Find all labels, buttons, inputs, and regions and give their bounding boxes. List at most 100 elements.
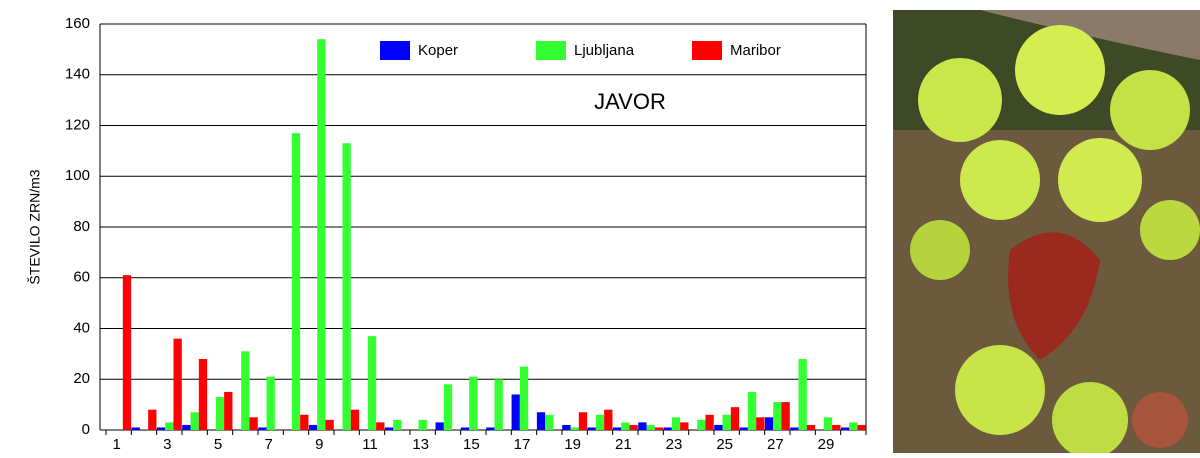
- bar: [764, 417, 774, 430]
- bar: [798, 358, 807, 430]
- legend-swatch: [692, 41, 722, 60]
- bar: [790, 427, 799, 430]
- bar: [460, 427, 470, 430]
- bar: [308, 424, 318, 430]
- x-tick-label: 25: [716, 436, 733, 453]
- bar: [638, 422, 647, 430]
- bar: [342, 143, 351, 430]
- photo-flower: [1052, 382, 1128, 458]
- bar: [511, 394, 520, 430]
- photo-flower: [910, 220, 970, 280]
- bar: [621, 422, 630, 430]
- bar: [604, 409, 613, 430]
- bar: [443, 384, 453, 430]
- bar: [291, 133, 301, 431]
- photo-bud: [1132, 392, 1188, 448]
- bar: [722, 414, 731, 430]
- x-tick-label: 17: [514, 436, 531, 453]
- y-tick-label: 100: [65, 167, 90, 184]
- bar: [714, 424, 723, 430]
- bar: [300, 414, 309, 430]
- bar: [832, 424, 841, 430]
- bar: [545, 414, 554, 430]
- photo-flower: [955, 345, 1045, 435]
- photo-branch: [980, 10, 1200, 60]
- y-tick-label: 80: [73, 218, 90, 235]
- bar: [182, 424, 191, 430]
- y-tick-label: 140: [65, 66, 90, 83]
- bar: [756, 417, 765, 430]
- bar: [156, 427, 166, 430]
- x-tick-label: 21: [615, 436, 632, 453]
- bar: [131, 427, 140, 430]
- bar: [781, 402, 790, 430]
- bar: [519, 366, 529, 430]
- legend-label: Koper: [418, 42, 458, 59]
- bar: [823, 417, 833, 430]
- bar: [249, 417, 258, 430]
- bar: [122, 275, 132, 430]
- bar: [376, 422, 385, 430]
- x-tick-label: 7: [264, 436, 272, 453]
- bar: [224, 391, 233, 430]
- bar: [367, 336, 377, 430]
- bar: [663, 427, 672, 430]
- bar: [595, 414, 605, 430]
- bar: [730, 407, 740, 430]
- bar: [317, 39, 326, 430]
- bar: [587, 427, 596, 430]
- bar: [469, 376, 478, 430]
- photo-flower: [1110, 70, 1190, 150]
- legend-swatch: [536, 41, 566, 60]
- y-tick-label: 60: [73, 269, 90, 286]
- x-tick-label: 1: [112, 436, 120, 453]
- photo-leaf: [1008, 232, 1100, 360]
- photo-flower: [1140, 200, 1200, 260]
- legend-swatch: [380, 41, 410, 60]
- bar: [215, 397, 225, 430]
- bar: [697, 419, 706, 430]
- bar: [840, 427, 850, 430]
- bar: [241, 351, 250, 430]
- bar: [393, 419, 402, 430]
- bar: [536, 412, 546, 430]
- photo-flower: [1058, 138, 1142, 222]
- bar: [806, 424, 816, 430]
- bar: [435, 422, 444, 430]
- bar: [705, 414, 714, 430]
- y-tick-label: 120: [65, 116, 90, 133]
- y-tick-label: 160: [65, 15, 90, 32]
- bar: [612, 427, 622, 430]
- photo-flower: [960, 140, 1040, 220]
- legend-label: Ljubljana: [574, 42, 635, 59]
- bar: [570, 427, 579, 430]
- bar: [857, 424, 866, 430]
- bar: [350, 409, 360, 430]
- x-tick-label: 13: [412, 436, 429, 453]
- bar: [739, 427, 748, 430]
- bar: [849, 422, 858, 430]
- x-tick-label: 19: [564, 436, 581, 453]
- bar: [562, 424, 571, 430]
- x-tick-label: 11: [362, 436, 378, 453]
- y-tick-label: 40: [73, 319, 90, 336]
- x-tick-label: 27: [767, 436, 784, 453]
- legend-label: Maribor: [730, 42, 781, 59]
- photo: [893, 10, 1200, 458]
- bar: [494, 379, 503, 430]
- bar: [486, 427, 495, 430]
- bar: [680, 422, 689, 430]
- x-tick-label: 23: [666, 436, 683, 453]
- bar: [148, 409, 157, 430]
- bar: [198, 358, 208, 430]
- bar: [384, 427, 394, 430]
- photo-flower: [918, 58, 1002, 142]
- bar: [266, 376, 275, 430]
- bar: [629, 424, 638, 430]
- chart-annotation: JAVOR: [594, 89, 666, 114]
- y-tick-label: 20: [73, 370, 90, 387]
- bar: [671, 417, 681, 430]
- bar: [258, 427, 267, 430]
